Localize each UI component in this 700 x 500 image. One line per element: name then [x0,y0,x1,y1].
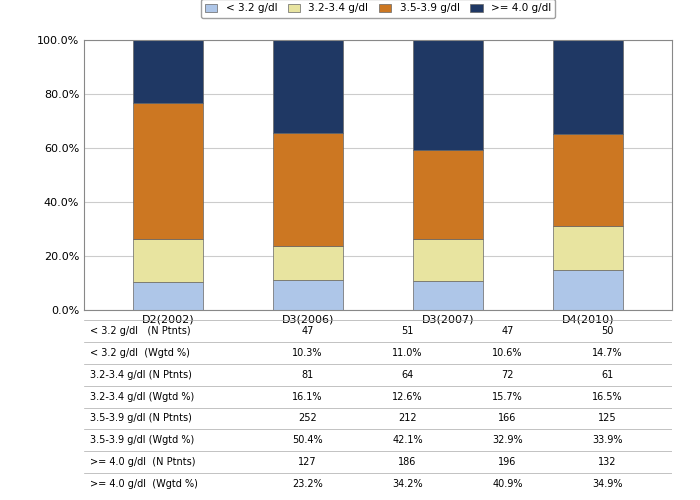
Text: 196: 196 [498,457,517,467]
Text: 40.9%: 40.9% [492,479,523,489]
Bar [413,150,483,239]
Text: 50: 50 [601,326,613,336]
Text: 32.9%: 32.9% [492,436,523,446]
Text: 61: 61 [601,370,613,380]
Text: 81: 81 [301,370,314,380]
Text: 12.6%: 12.6% [392,392,423,402]
Text: 23.2%: 23.2% [292,479,323,489]
Text: 11.0%: 11.0% [392,348,423,358]
Bar [273,132,343,246]
Text: >= 4.0 g/dl  (Wgtd %): >= 4.0 g/dl (Wgtd %) [90,479,198,489]
Bar [413,40,483,150]
Text: 72: 72 [501,370,514,380]
Bar [273,280,343,310]
Text: 51: 51 [401,326,414,336]
Text: 166: 166 [498,414,517,424]
Text: 10.3%: 10.3% [292,348,323,358]
Legend: < 3.2 g/dl, 3.2-3.4 g/dl, 3.5-3.9 g/dl, >= 4.0 g/dl: < 3.2 g/dl, 3.2-3.4 g/dl, 3.5-3.9 g/dl, … [201,0,555,18]
Bar [133,282,203,310]
Text: 10.6%: 10.6% [492,348,523,358]
Text: 34.2%: 34.2% [392,479,423,489]
Text: 15.7%: 15.7% [492,392,523,402]
Text: 16.1%: 16.1% [292,392,323,402]
Text: 33.9%: 33.9% [592,436,622,446]
Text: 125: 125 [598,414,617,424]
Text: 186: 186 [398,457,416,467]
Bar [133,102,203,238]
Text: 132: 132 [598,457,617,467]
Bar [553,270,623,310]
Text: 3.2-3.4 g/dl (Wgtd %): 3.2-3.4 g/dl (Wgtd %) [90,392,194,402]
Text: >= 4.0 g/dl  (N Ptnts): >= 4.0 g/dl (N Ptnts) [90,457,195,467]
Text: 64: 64 [401,370,414,380]
Text: < 3.2 g/dl  (Wgtd %): < 3.2 g/dl (Wgtd %) [90,348,190,358]
Bar [133,40,203,102]
Bar [553,134,623,226]
Bar [553,40,623,134]
Text: < 3.2 g/dl   (N Ptnts): < 3.2 g/dl (N Ptnts) [90,326,190,336]
Text: 47: 47 [301,326,314,336]
Text: 47: 47 [501,326,514,336]
Text: 127: 127 [298,457,317,467]
Text: 3.2-3.4 g/dl (N Ptnts): 3.2-3.4 g/dl (N Ptnts) [90,370,192,380]
Text: 3.5-3.9 g/dl (Wgtd %): 3.5-3.9 g/dl (Wgtd %) [90,436,194,446]
Text: 3.5-3.9 g/dl (N Ptnts): 3.5-3.9 g/dl (N Ptnts) [90,414,192,424]
Text: 16.5%: 16.5% [592,392,622,402]
Bar [273,246,343,280]
Text: 42.1%: 42.1% [392,436,423,446]
Text: 34.9%: 34.9% [592,479,622,489]
Bar [553,226,623,270]
Bar [413,239,483,282]
Bar [413,282,483,310]
Bar [273,40,343,132]
Text: 50.4%: 50.4% [292,436,323,446]
Bar [133,238,203,282]
Text: 252: 252 [298,414,317,424]
Text: 14.7%: 14.7% [592,348,622,358]
Text: 212: 212 [398,414,416,424]
